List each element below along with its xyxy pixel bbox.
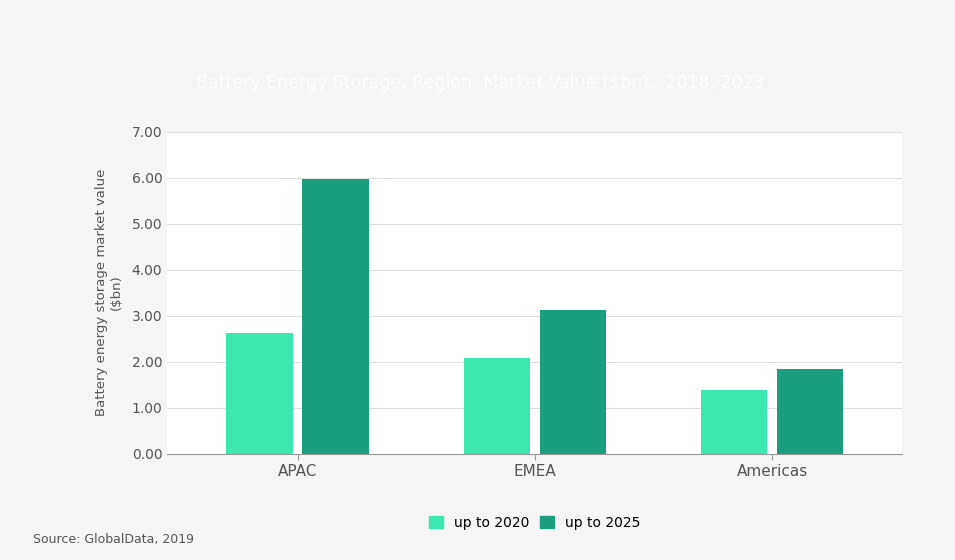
Bar [226, 333, 293, 454]
Text: Source: GlobalData, 2019: Source: GlobalData, 2019 [33, 533, 195, 546]
Bar [701, 390, 767, 454]
Text: Battery Energy Storage, Region, Market Value ($bn),  2018, 2023: Battery Energy Storage, Region, Market V… [196, 73, 764, 92]
Y-axis label: Battery energy storage market value
($bn): Battery energy storage market value ($bn… [96, 169, 123, 416]
Bar [303, 179, 369, 454]
Legend: up to 2020, up to 2025: up to 2020, up to 2025 [423, 511, 647, 535]
Bar [776, 368, 843, 454]
Bar [540, 310, 606, 454]
Bar [463, 358, 530, 454]
